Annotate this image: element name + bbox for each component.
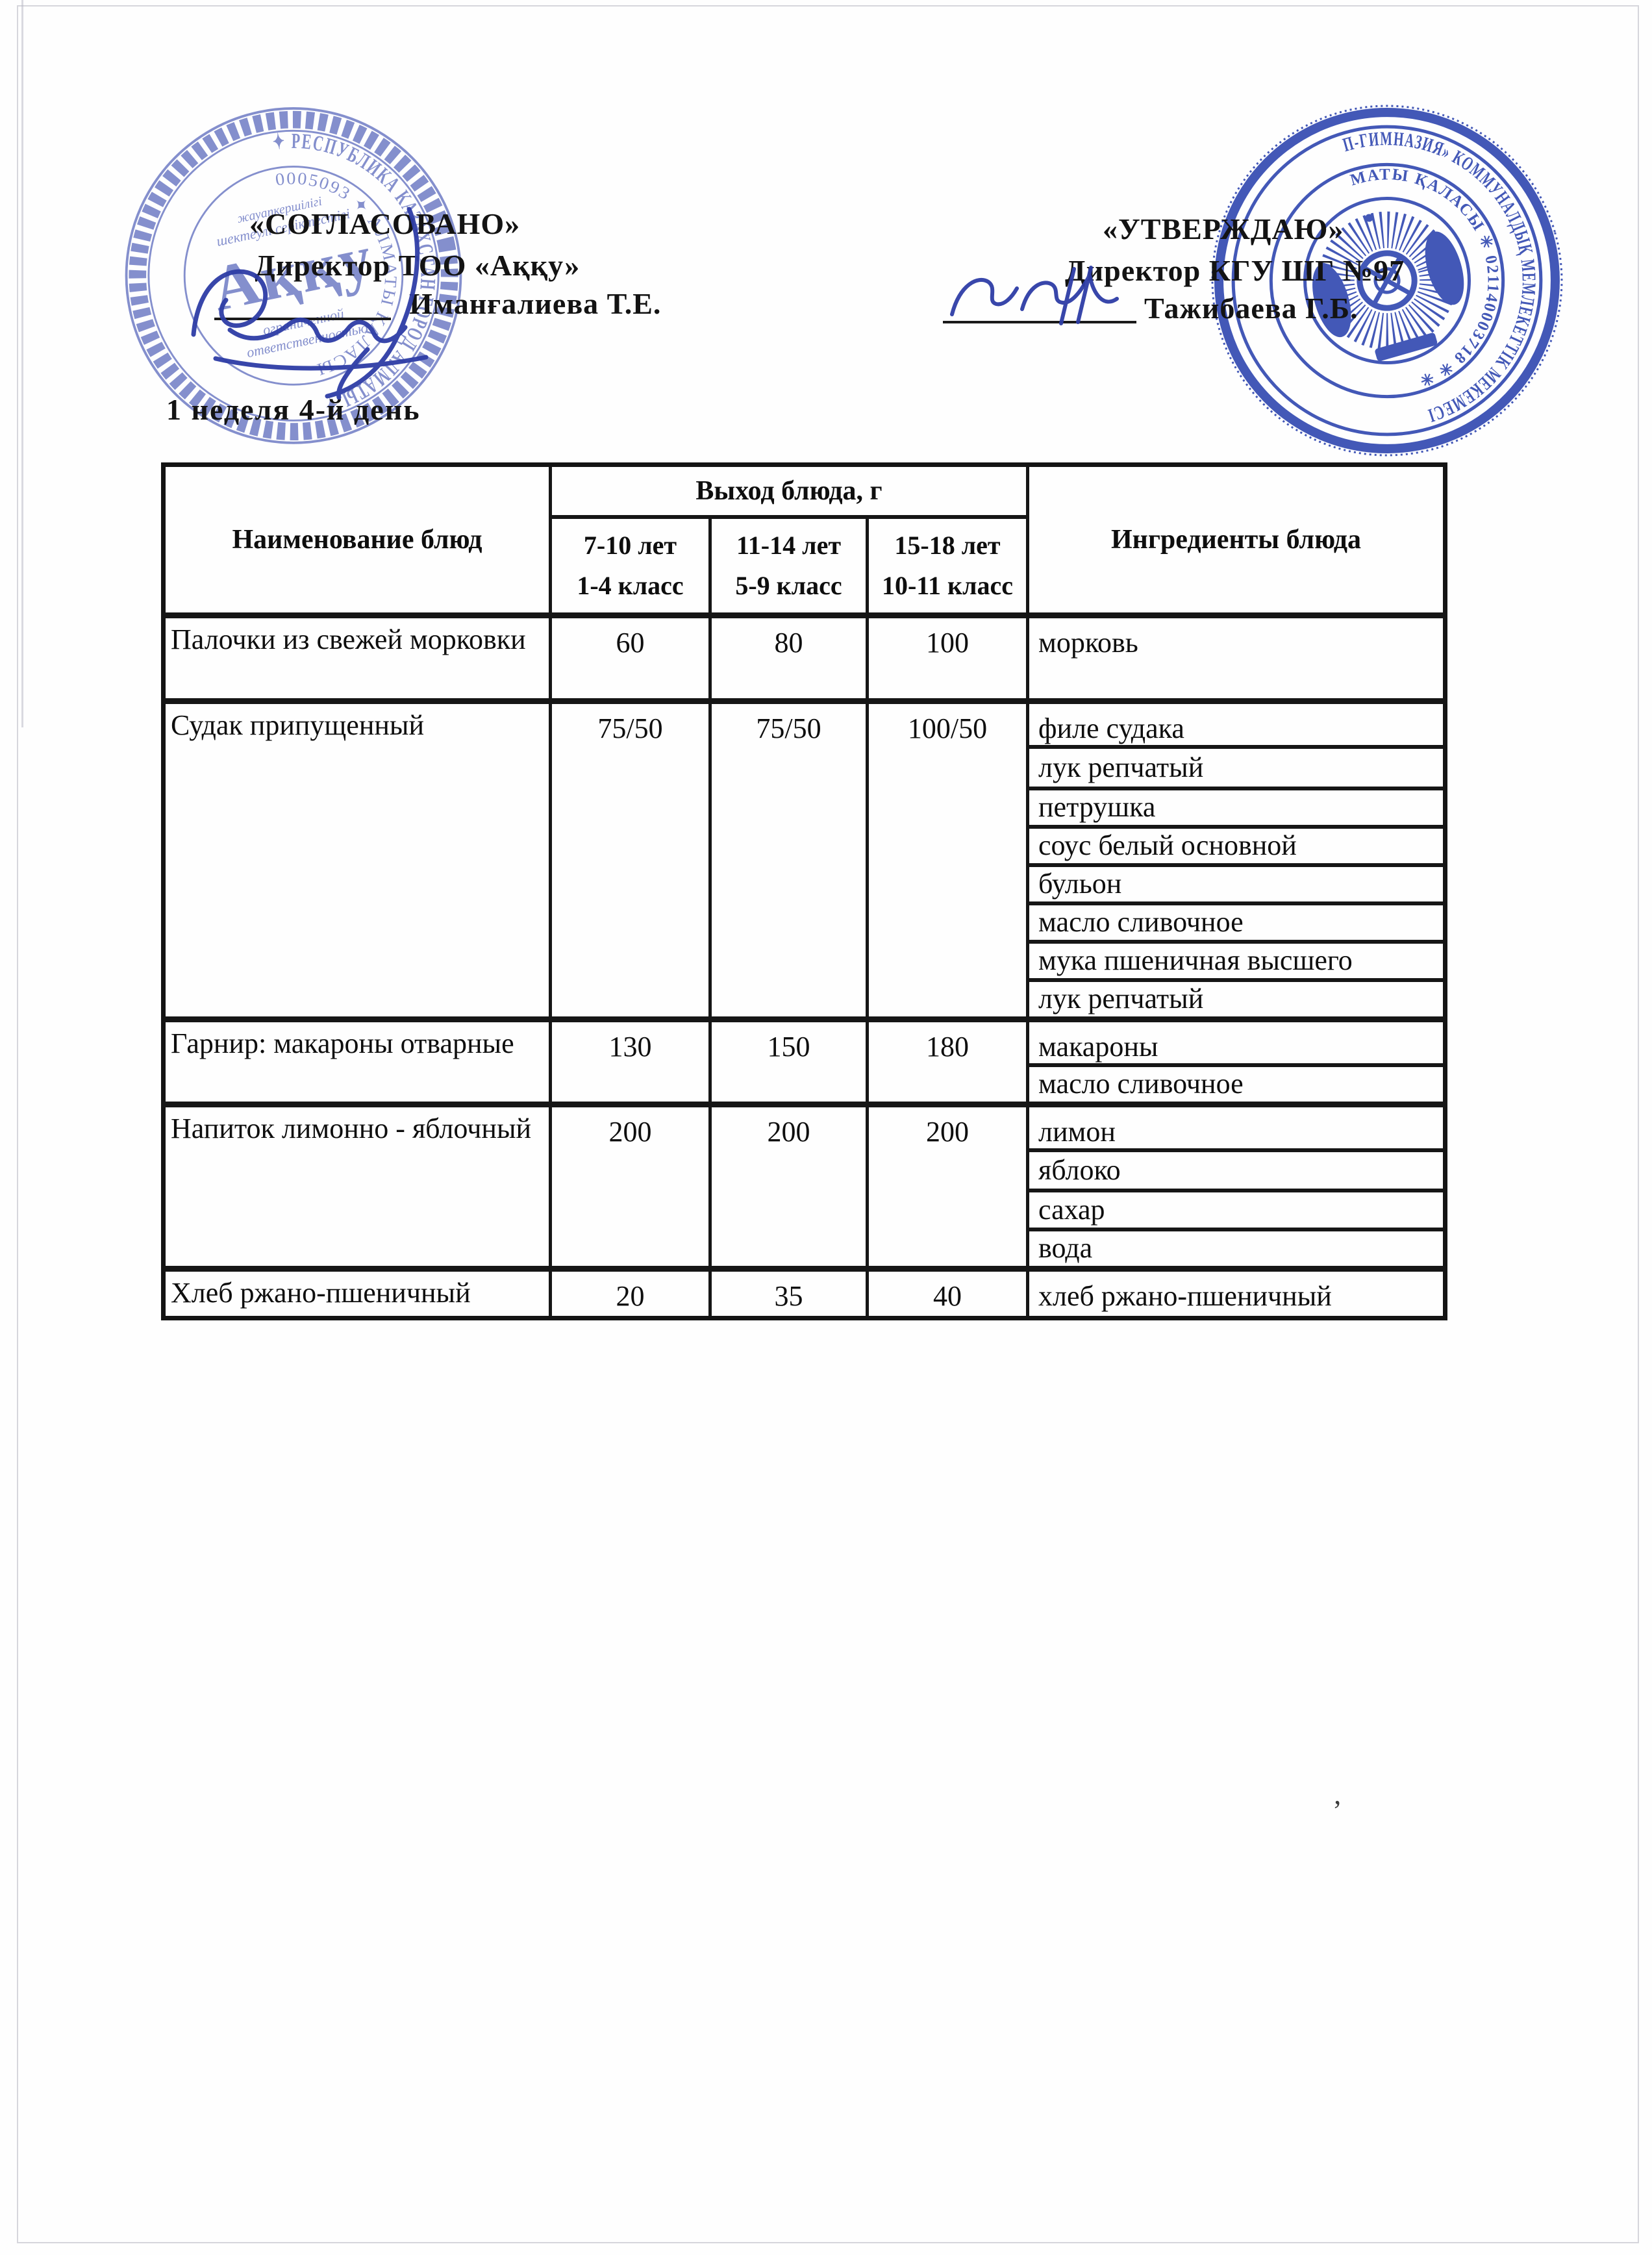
portion-value: 40 [866, 1266, 1029, 1320]
ingredient: морковь [1026, 612, 1447, 703]
ingredient: мука пшеничная высшего [1026, 940, 1447, 982]
age-group-line: 7-10 лет [583, 530, 677, 560]
ingredient: яблоко [1026, 1148, 1447, 1192]
dish-name: Напиток лимонно - яблочный [162, 1102, 552, 1271]
col-header-ingredients: Ингредиенты блюда [1026, 462, 1447, 618]
portion-value: 20 [549, 1266, 712, 1320]
ingredient: масло сливочное [1026, 1063, 1447, 1107]
scan-speck-artifact: ’ [1333, 1795, 1342, 1826]
portion-value: 100/50 [866, 698, 1029, 1022]
approved-subtitle: Директор КГУ ШГ №97 [1065, 254, 1405, 287]
agreed-title: «СОГЛАСОВАНО» [249, 207, 521, 240]
ingredient-row: мука пшеничная высшего [164, 940, 1447, 982]
table-header-row: Наименование блюд Выход блюда, г Ингреди… [162, 462, 1447, 618]
age-group-line: 15-18 лет [894, 530, 1001, 560]
ingredient-row: петрушка [164, 787, 1447, 829]
portion-value: 80 [708, 612, 869, 703]
portion-value: 35 [708, 1266, 869, 1320]
class-group-line: 1-4 класс [577, 570, 684, 600]
menu-table: Наименование блюд Выход блюда, г Ингреди… [161, 462, 1447, 1320]
ingredient: лук репчатый [1026, 745, 1447, 790]
ingredient: сахар [1026, 1189, 1447, 1231]
portion-value: 130 [549, 1016, 712, 1107]
col-header-output: Выход блюда, г [549, 462, 1029, 519]
table-row: Напиток лимонно - яблочный 200 200 200 л… [162, 1102, 1447, 1271]
table-row: Судак припущенный 75/50 75/50 100/50 фил… [162, 698, 1447, 1022]
ingredient-row: сахар [164, 1189, 1447, 1231]
class-group-line: 10-11 класс [881, 570, 1014, 600]
ingredient-row: яблоко [164, 1148, 1447, 1192]
ingredient: макароны [1026, 1016, 1447, 1067]
ingredient-row: лук репчатый [164, 978, 1447, 1022]
ingredient: соус белый основной [1026, 825, 1447, 867]
approved-title: «УТВЕРЖДАЮ» [1103, 212, 1344, 246]
col-header-age-2: 11-14 лет 5-9 класс [708, 514, 869, 618]
col-header-age-3: 15-18 лет 10-11 класс [866, 514, 1029, 618]
ingredient: масло сливочное [1026, 901, 1447, 944]
col-header-dish: Наименование блюд [162, 462, 552, 618]
portion-value: 150 [708, 1016, 869, 1107]
week-day-label: 1 неделя 4-й день [166, 393, 421, 426]
ingredient-row: бульон [164, 863, 1447, 905]
portion-value: 60 [549, 612, 712, 703]
col-header-age-1: 7-10 лет 1-4 класс [549, 514, 712, 618]
ingredient-row: лук репчатый [164, 745, 1447, 790]
kazakhstan-emblem-icon [1312, 211, 1464, 362]
left-handwritten-signature-icon [191, 207, 429, 400]
portion-value: 200 [708, 1102, 869, 1271]
right-handwritten-signature-icon [950, 266, 1119, 325]
ingredient: лимон [1026, 1102, 1447, 1152]
portion-value: 200 [549, 1102, 712, 1271]
scan-edge-artifact [21, 0, 23, 727]
table-row: Гарнир: макароны отварные 130 150 180 ма… [162, 1016, 1447, 1107]
table-row: Хлеб ржано-пшеничный 20 35 40 хлеб ржано… [162, 1266, 1447, 1320]
portion-value: 100 [866, 612, 1029, 703]
ingredient: хлеб ржано-пшеничный [1026, 1266, 1447, 1320]
ingredient-row: вода [164, 1228, 1447, 1271]
ingredient: вода [1026, 1228, 1447, 1271]
ingredient-row: масло сливочное [164, 901, 1447, 944]
right-signature-line [943, 321, 1136, 323]
akku-company-round-stamp-icon: ҚАЗАҚСТАН РЕСПУБЛИКАСЫ АЛМАТЫ ҚАЛАСЫ ✦ Р… [125, 102, 467, 444]
portion-value: 200 [866, 1102, 1029, 1271]
portion-value: 180 [866, 1016, 1029, 1107]
ingredient: петрушка [1026, 787, 1447, 829]
agreed-signer-name: Иманғалиева Т.Е. [409, 287, 662, 320]
dish-name: Гарнир: макароны отварные [162, 1016, 552, 1107]
age-group-line: 11-14 лет [736, 530, 841, 560]
dish-name: Судак припущенный [162, 698, 552, 1022]
ingredient-row: соус белый основной [164, 825, 1447, 867]
school-97-round-stamp-icon: АЛМАТЫ ҚАЛАСЫ БІЛІМ БАСҚАРМАСЫНЫҢ «№97 М… [1211, 101, 1566, 457]
table-row: Палочки из свежей морковки 60 80 100 мор… [162, 612, 1447, 703]
approved-signer-name: Тажибаева Г.Б. [1144, 292, 1358, 325]
table-subheader-row: 7-10 лет 1-4 класс 11-14 лет 5-9 класс 1… [164, 514, 1446, 618]
ingredient: бульон [1026, 863, 1447, 905]
portion-value: 75/50 [549, 698, 712, 1022]
dish-name: Палочки из свежей морковки [162, 612, 552, 703]
dish-name: Хлеб ржано-пшеничный [162, 1266, 552, 1320]
class-group-line: 5-9 класс [735, 570, 842, 600]
ingredient: лук репчатый [1026, 978, 1447, 1022]
ingredient-row: масло сливочное [164, 1063, 1447, 1107]
ingredient: филе судака [1026, 698, 1447, 749]
portion-value: 75/50 [708, 698, 869, 1022]
